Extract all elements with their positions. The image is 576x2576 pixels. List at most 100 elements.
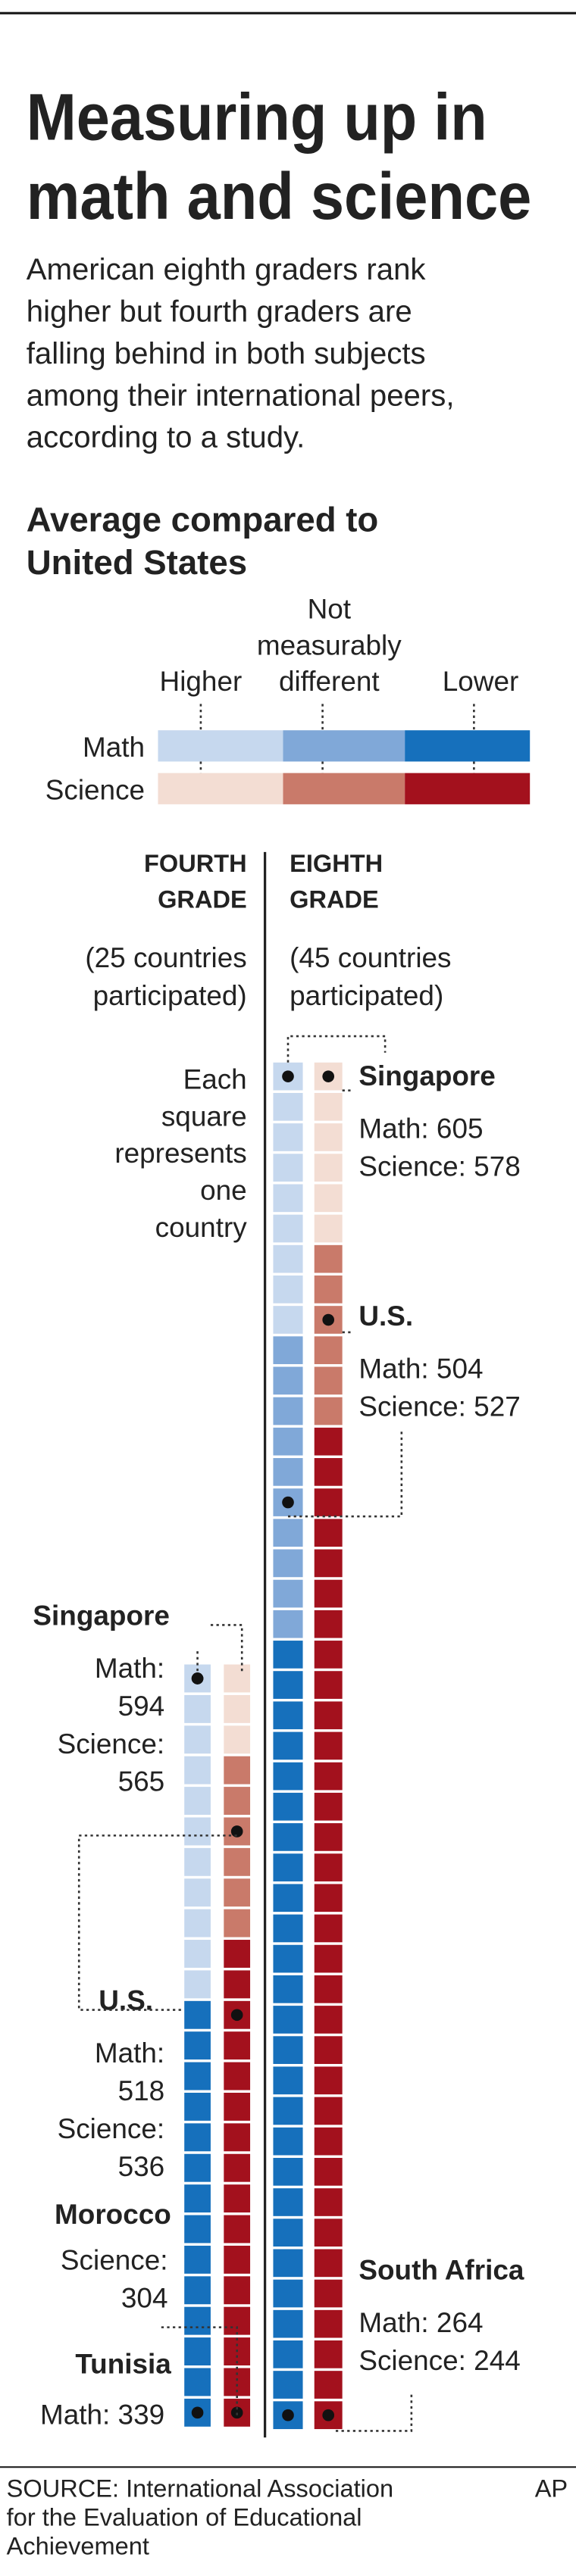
country-square [314,2127,343,2156]
legend-label: Lower [443,666,519,697]
country-dot [322,1070,335,1082]
note: represents [114,1138,246,1169]
country-score: Science: [61,2245,168,2276]
note: one [200,1175,247,1206]
country-square [314,2097,343,2125]
country-square [314,1458,343,1486]
legend-label: different [279,666,380,697]
country-square [314,1549,343,1578]
country-square [314,1731,343,1760]
country-square [314,1488,343,1516]
country-square [314,1762,343,1791]
country-dot [282,1496,294,1509]
subtitle: according to a study. [27,420,305,454]
country-square [184,2153,211,2182]
country-score: 536 [118,2151,165,2182]
country-square [273,1366,303,1395]
country-square [273,2188,303,2216]
country-dot [322,2409,335,2421]
country-score: Math: 605 [358,1113,483,1144]
legend-swatch [405,773,531,804]
leader-line [287,1431,403,1518]
source: for the Evaluation of Educational [7,2503,362,2531]
country-square [224,1725,251,1754]
country-square [273,2371,303,2399]
country-dot [191,1672,204,1685]
country-square [273,2309,303,2338]
country-square [224,2031,251,2060]
country-square [314,1336,343,1365]
country-square [184,1694,211,1723]
title: Measuring up in [27,81,487,155]
country-square [314,1914,343,1943]
grade-heading: EIGHTH [290,850,383,877]
country-square [224,1970,251,1999]
leader-line [161,2326,238,2418]
country-square [224,2184,251,2213]
country-square [314,1244,343,1273]
legend-swatch [405,730,531,762]
title: math and science [27,160,532,233]
country-square [224,2245,251,2274]
country-square [314,1853,343,1881]
country-square [314,1823,343,1851]
country-score: Math: 504 [358,1354,483,1385]
legend-heading: Average compared to [27,500,379,539]
country-square [273,2036,303,2064]
grade-heading: FOURTH [144,850,247,877]
country-square [273,2218,303,2247]
country-square [273,1397,303,1425]
country-square [184,2031,211,2060]
country-square [273,2279,303,2308]
country-square [184,2368,211,2396]
leader-line [286,1035,387,1063]
country-square [273,1884,303,1912]
country-square [184,1817,211,1846]
country-square [184,1909,211,1937]
country-square [273,1427,303,1456]
legend-heading: United States [27,543,247,582]
country-square [314,1519,343,1547]
country-square [224,2062,251,2090]
country-square [314,2218,343,2247]
country-square [314,1214,343,1243]
subtitle: among their international peers, [27,378,455,412]
country-square [314,2157,343,2186]
country-square [224,1664,251,1693]
country-square [224,1694,251,1723]
country-square [314,1792,343,1821]
country-square [273,1731,303,1760]
country-square [273,1975,303,2003]
country-square [184,2092,211,2121]
country-square [314,1123,343,1151]
country-dot [322,1313,335,1326]
country-square [314,2340,343,2368]
subtitle: American eighth graders rank [27,252,427,286]
country-name: U.S. [99,1985,153,2016]
country-square [314,2188,343,2216]
country-square [273,1853,303,1881]
legend-swatch [158,773,283,804]
leader-line [77,1834,237,2011]
source: Achievement [7,2532,149,2559]
country-square [273,1306,303,1334]
legend-label: Not [308,594,351,625]
country-square [184,1756,211,1784]
country-square [184,2123,211,2152]
country-square [314,2066,343,2095]
country-square [314,2249,343,2278]
legend-row-label: Math [83,732,145,763]
country-square [273,2066,303,2095]
source: SOURCE: International Association [7,2475,393,2502]
country-square [184,1878,211,1907]
legend-swatch [158,730,283,762]
country-square [224,1940,251,1968]
country-square [314,1092,343,1121]
country-square [273,1458,303,1486]
country-square [273,1914,303,1943]
country-dot [230,2406,243,2419]
country-square [224,1878,251,1907]
country-square [184,1725,211,1754]
note: country [155,1212,248,1243]
